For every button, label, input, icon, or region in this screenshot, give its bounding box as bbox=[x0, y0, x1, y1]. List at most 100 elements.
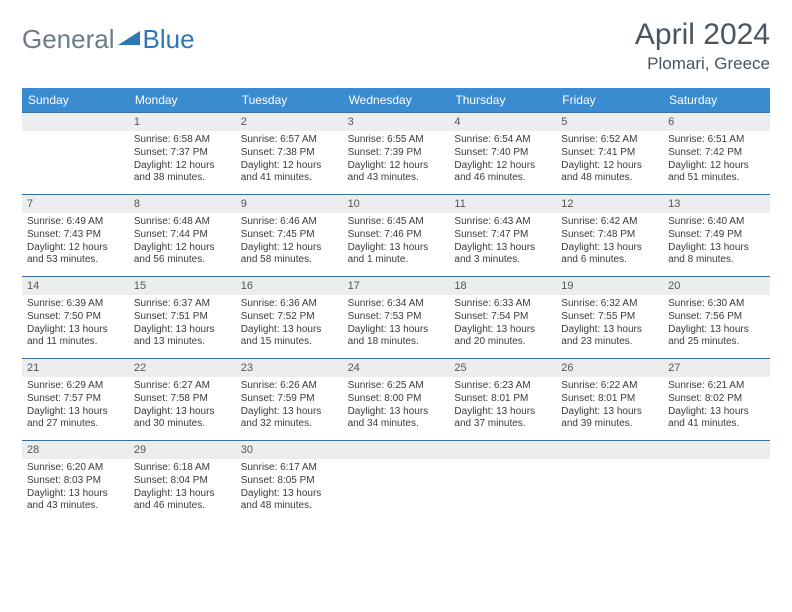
sunrise-line: Sunrise: 6:51 AM bbox=[668, 134, 765, 147]
daylight-line: Daylight: 13 hours and 30 minutes. bbox=[134, 406, 231, 432]
calendar-page: General Blue April 2024 Plomari, Greece … bbox=[0, 0, 792, 540]
day-number: 13 bbox=[663, 195, 770, 213]
sunset-line: Sunset: 7:40 PM bbox=[454, 147, 551, 160]
sunset-line: Sunset: 7:41 PM bbox=[561, 147, 658, 160]
calendar-cell: 19Sunrise: 6:32 AMSunset: 7:55 PMDayligh… bbox=[556, 276, 663, 358]
sunset-line: Sunset: 7:43 PM bbox=[27, 229, 124, 242]
title-block: April 2024 Plomari, Greece bbox=[635, 18, 770, 74]
sunrise-line: Sunrise: 6:30 AM bbox=[668, 298, 765, 311]
daylight-line: Daylight: 13 hours and 34 minutes. bbox=[348, 406, 445, 432]
day-number: 30 bbox=[236, 441, 343, 459]
calendar-cell bbox=[22, 112, 129, 194]
daylight-line: Daylight: 12 hours and 53 minutes. bbox=[27, 242, 124, 268]
calendar-cell: 25Sunrise: 6:23 AMSunset: 8:01 PMDayligh… bbox=[449, 358, 556, 440]
calendar-cell: 30Sunrise: 6:17 AMSunset: 8:05 PMDayligh… bbox=[236, 440, 343, 522]
sunset-line: Sunset: 7:48 PM bbox=[561, 229, 658, 242]
calendar-cell: 23Sunrise: 6:26 AMSunset: 7:59 PMDayligh… bbox=[236, 358, 343, 440]
day-number: 16 bbox=[236, 277, 343, 295]
sunrise-line: Sunrise: 6:43 AM bbox=[454, 216, 551, 229]
day-number: 2 bbox=[236, 113, 343, 131]
sunrise-line: Sunrise: 6:48 AM bbox=[134, 216, 231, 229]
daylight-line: Daylight: 12 hours and 46 minutes. bbox=[454, 160, 551, 186]
brand-part1: General bbox=[22, 24, 115, 55]
sunset-line: Sunset: 7:42 PM bbox=[668, 147, 765, 160]
daylight-line: Daylight: 12 hours and 51 minutes. bbox=[668, 160, 765, 186]
day-number: 14 bbox=[22, 277, 129, 295]
day-number: 17 bbox=[343, 277, 450, 295]
day-number bbox=[343, 441, 450, 459]
sunset-line: Sunset: 7:58 PM bbox=[134, 393, 231, 406]
calendar-cell: 4 Sunrise: 6:54 AMSunset: 7:40 PMDaylight… bbox=[449, 112, 556, 194]
day-number: 29 bbox=[129, 441, 236, 459]
brand-logo: General Blue bbox=[22, 18, 195, 55]
weekday-label: Monday bbox=[129, 88, 236, 112]
day-number bbox=[22, 113, 129, 131]
sunset-line: Sunset: 7:55 PM bbox=[561, 311, 658, 324]
sunrise-line: Sunrise: 6:33 AM bbox=[454, 298, 551, 311]
sunset-line: Sunset: 7:37 PM bbox=[134, 147, 231, 160]
page-title: April 2024 bbox=[635, 18, 770, 52]
sunrise-line: Sunrise: 6:18 AM bbox=[134, 462, 231, 475]
daylight-line: Daylight: 13 hours and 43 minutes. bbox=[27, 488, 124, 514]
calendar-cell bbox=[556, 440, 663, 522]
calendar-cell: 5Sunrise: 6:52 AMSunset: 7:41 PMDaylight… bbox=[556, 112, 663, 194]
day-number: 1 bbox=[129, 113, 236, 131]
day-number: 8 bbox=[129, 195, 236, 213]
sunset-line: Sunset: 7:39 PM bbox=[348, 147, 445, 160]
sunrise-line: Sunrise: 6:58 AM bbox=[134, 134, 231, 147]
day-number: 18 bbox=[449, 277, 556, 295]
daylight-line: Daylight: 13 hours and 39 minutes. bbox=[561, 406, 658, 432]
daylight-line: Daylight: 13 hours and 13 minutes. bbox=[134, 324, 231, 350]
daylight-line: Daylight: 13 hours and 23 minutes. bbox=[561, 324, 658, 350]
calendar-cell: 12Sunrise: 6:42 AMSunset: 7:48 PMDayligh… bbox=[556, 194, 663, 276]
sunset-line: Sunset: 7:54 PM bbox=[454, 311, 551, 324]
day-number: 20 bbox=[663, 277, 770, 295]
sunrise-line: Sunrise: 6:52 AM bbox=[561, 134, 658, 147]
calendar-cell: 6Sunrise: 6:51 AMSunset: 7:42 PMDaylight… bbox=[663, 112, 770, 194]
calendar-cell: 17 Sunrise: 6:34 AMSunset: 7:53 PMDayligh… bbox=[343, 276, 450, 358]
daylight-line: Daylight: 13 hours and 41 minutes. bbox=[668, 406, 765, 432]
sunrise-line: Sunrise: 6:22 AM bbox=[561, 380, 658, 393]
day-number: 21 bbox=[22, 359, 129, 377]
day-number: 3 bbox=[343, 113, 450, 131]
calendar-cell: 16 Sunrise: 6:36 AMSunset: 7:52 PMDayligh… bbox=[236, 276, 343, 358]
calendar-cell: 29Sunrise: 6:18 AMSunset: 8:04 PMDayligh… bbox=[129, 440, 236, 522]
sunrise-line: Sunrise: 6:45 AM bbox=[348, 216, 445, 229]
sunrise-line: Sunrise: 6:21 AM bbox=[668, 380, 765, 393]
calendar-cell: 22 Sunrise: 6:27 AMSunset: 7:58 PMDayligh… bbox=[129, 358, 236, 440]
day-number: 9 bbox=[236, 195, 343, 213]
calendar-grid: 1 Sunrise: 6:58 AMSunset: 7:37 PM Daylight… bbox=[22, 112, 770, 522]
sunrise-line: Sunrise: 6:40 AM bbox=[668, 216, 765, 229]
sunrise-line: Sunrise: 6:54 AM bbox=[454, 134, 551, 147]
daylight-line: Daylight: 12 hours and 58 minutes. bbox=[241, 242, 338, 268]
daylight-line: Daylight: 12 hours and 41 minutes. bbox=[241, 160, 338, 186]
weekday-header: SundayMondayTuesdayWednesdayThursdayFrid… bbox=[22, 88, 770, 112]
sunrise-line: Sunrise: 6:36 AM bbox=[241, 298, 338, 311]
day-number: 19 bbox=[556, 277, 663, 295]
calendar-cell: 15Sunrise: 6:37 AMSunset: 7:51 PMDayligh… bbox=[129, 276, 236, 358]
day-number: 4 bbox=[449, 113, 556, 131]
daylight-line: Daylight: 13 hours and 32 minutes. bbox=[241, 406, 338, 432]
daylight-line: Daylight: 13 hours and 25 minutes. bbox=[668, 324, 765, 350]
sunset-line: Sunset: 7:53 PM bbox=[348, 311, 445, 324]
sunrise-line: Sunrise: 6:27 AM bbox=[134, 380, 231, 393]
calendar-cell: 28Sunrise: 6:20 AMSunset: 8:03 PMDayligh… bbox=[22, 440, 129, 522]
weekday-label: Thursday bbox=[449, 88, 556, 112]
sunset-line: Sunset: 7:46 PM bbox=[348, 229, 445, 242]
sunrise-line: Sunrise: 6:34 AM bbox=[348, 298, 445, 311]
day-number: 28 bbox=[22, 441, 129, 459]
sunset-line: Sunset: 8:02 PM bbox=[668, 393, 765, 406]
sunset-line: Sunset: 7:57 PM bbox=[27, 393, 124, 406]
calendar-cell: 14Sunrise: 6:39 AMSunset: 7:50 PMDayligh… bbox=[22, 276, 129, 358]
daylight-line: Daylight: 13 hours and 18 minutes. bbox=[348, 324, 445, 350]
sunrise-line: Sunrise: 6:55 AM bbox=[348, 134, 445, 147]
daylight-line: Daylight: 13 hours and 15 minutes. bbox=[241, 324, 338, 350]
sunrise-line: Sunrise: 6:20 AM bbox=[27, 462, 124, 475]
sunset-line: Sunset: 7:52 PM bbox=[241, 311, 338, 324]
day-number: 15 bbox=[129, 277, 236, 295]
daylight-line: Daylight: 12 hours and 56 minutes. bbox=[134, 242, 231, 268]
sunrise-line: Sunrise: 6:25 AM bbox=[348, 380, 445, 393]
sunset-line: Sunset: 8:04 PM bbox=[134, 475, 231, 488]
day-number: 22 bbox=[129, 359, 236, 377]
sunrise-line: Sunrise: 6:49 AM bbox=[27, 216, 124, 229]
